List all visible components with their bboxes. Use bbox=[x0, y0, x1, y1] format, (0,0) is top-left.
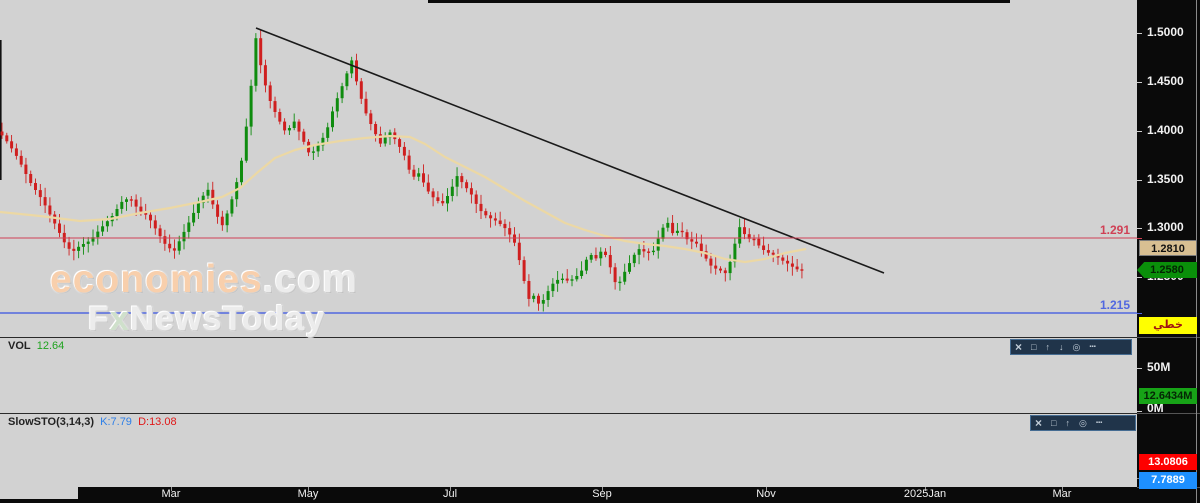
watermark-economies: economies.com bbox=[50, 258, 358, 302]
volume-tick-label: 0M bbox=[1147, 401, 1164, 415]
price-chart-panel[interactable]: economies.com FxNewsToday 1.291 1.215 bbox=[0, 0, 1137, 338]
month-label: Sep bbox=[592, 488, 612, 500]
month-label: Mar bbox=[1052, 488, 1072, 500]
close-icon[interactable]: × bbox=[1015, 340, 1023, 354]
last-price-badge: 1.2580 bbox=[1137, 262, 1197, 278]
price-tick-label: 1.3500 bbox=[1147, 172, 1184, 186]
settings-icon[interactable]: ◎ bbox=[1078, 418, 1087, 428]
maximize-icon[interactable]: □ bbox=[1031, 342, 1037, 352]
time-tick-mark bbox=[450, 487, 451, 491]
move-up-icon[interactable]: ↑ bbox=[1045, 342, 1050, 352]
volume-tick-label: 50M bbox=[1147, 360, 1171, 374]
axis-tick-mark bbox=[1137, 180, 1142, 181]
stochastic-header: SlowSTO(3,14,3) K:7.79 D:13.08 bbox=[8, 416, 177, 428]
month-label: Nov bbox=[756, 488, 776, 500]
volume-panel[interactable]: VOL 12.64 × □ ↑ ↓ ◎ ▪▪▪ bbox=[0, 337, 1137, 413]
watermark-brand: economies bbox=[50, 258, 263, 301]
scale-toggle-button[interactable]: خطي bbox=[1139, 317, 1197, 334]
volume-value: 12.64 bbox=[36, 340, 65, 352]
stochastic-d-value: D:13.08 bbox=[138, 416, 177, 428]
price-tick-label: 1.4500 bbox=[1147, 74, 1184, 88]
price-tick-label: 1.3000 bbox=[1147, 220, 1184, 234]
support-price-label: 1.215 bbox=[1099, 298, 1130, 312]
close-icon[interactable]: × bbox=[1035, 416, 1043, 430]
axis-tick-mark bbox=[1137, 313, 1142, 314]
stochastic-d-badge: 13.0806 bbox=[1139, 454, 1197, 470]
volume-toolbar[interactable]: × □ ↑ ↓ ◎ ▪▪▪ bbox=[1010, 339, 1132, 355]
month-label: May bbox=[297, 488, 319, 500]
axis-tick-mark bbox=[1137, 277, 1142, 278]
more-icon[interactable]: ▪▪▪ bbox=[1089, 344, 1096, 350]
more-icon[interactable]: ▪▪▪ bbox=[1095, 420, 1103, 426]
price-tick-label: 1.4000 bbox=[1147, 123, 1184, 137]
stochastic-toolbar[interactable]: × □ ↑ ◎ ▪▪▪ bbox=[1030, 415, 1136, 431]
axis-separator bbox=[1137, 413, 1200, 414]
time-tick-mark bbox=[171, 487, 172, 491]
axis-tick-mark bbox=[1137, 238, 1142, 239]
month-label: 2025Jan bbox=[903, 488, 947, 500]
stochastic-title: SlowSTO(3,14,3) bbox=[8, 416, 94, 428]
resistance-price-label: 1.291 bbox=[1099, 223, 1130, 237]
stochastic-k-value: K:7.79 bbox=[100, 416, 132, 428]
settings-icon[interactable]: ◎ bbox=[1072, 342, 1081, 352]
price-tick-label: 1.5000 bbox=[1147, 25, 1184, 39]
volume-title: VOL bbox=[8, 340, 31, 352]
axis-tick-mark bbox=[1137, 411, 1142, 412]
time-tick-mark bbox=[766, 487, 767, 491]
alert-price-badge: 1.2810 bbox=[1139, 240, 1197, 256]
move-down-icon[interactable]: ↓ bbox=[1058, 342, 1064, 352]
axis-tick-mark bbox=[1137, 228, 1142, 229]
time-tick-mark bbox=[1062, 487, 1063, 491]
time-axis-left-gap bbox=[0, 487, 78, 499]
volume-header: VOL 12.64 bbox=[8, 340, 64, 352]
month-label: Mar bbox=[161, 488, 181, 500]
watermark-tld: .com bbox=[262, 258, 358, 301]
move-up-icon[interactable]: ↑ bbox=[1065, 418, 1070, 428]
time-tick-mark bbox=[925, 487, 926, 491]
axis-tick-mark bbox=[1137, 33, 1142, 34]
candlestick-chart[interactable] bbox=[0, 0, 1137, 337]
price-axis[interactable]: 1.2810 1.2580 خطي 12.6434M 13.0806 7.788… bbox=[1137, 0, 1200, 503]
time-tick-mark bbox=[602, 487, 603, 491]
time-axis[interactable]: Mar May Jul Sep Nov 2025Jan Mar bbox=[0, 487, 1137, 503]
top-border-strip bbox=[428, 0, 1010, 3]
time-tick-mark bbox=[308, 487, 309, 491]
stochastic-k-badge: 7.7889 bbox=[1139, 472, 1197, 489]
stochastic-panel[interactable]: SlowSTO(3,14,3) K:7.79 D:13.08 × □ ↑ ◎ ▪▪▪ bbox=[0, 413, 1137, 487]
axis-separator bbox=[1137, 337, 1200, 338]
watermark-fxnewstoday: FxNewsToday bbox=[88, 300, 326, 338]
axis-tick-mark bbox=[1137, 82, 1142, 83]
month-label: Jul bbox=[442, 488, 458, 500]
axis-tick-mark bbox=[1137, 131, 1142, 132]
volume-value-badge: 12.6434M bbox=[1139, 388, 1197, 404]
axis-tick-mark bbox=[1137, 368, 1142, 369]
maximize-icon[interactable]: □ bbox=[1051, 418, 1057, 428]
